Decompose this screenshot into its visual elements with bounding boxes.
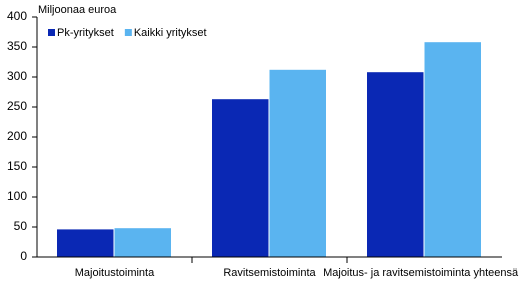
y-tick-label: 100 xyxy=(7,189,27,203)
legend-label: Pk-yritykset xyxy=(57,27,114,39)
legend-label: Kaikki yritykset xyxy=(134,27,207,39)
x-tick-label: Majoitustoiminta xyxy=(75,267,155,279)
y-tick-label: 350 xyxy=(7,39,27,53)
y-tick-label: 250 xyxy=(7,99,27,113)
bar xyxy=(424,42,481,258)
y-tick-label: 400 xyxy=(7,9,27,23)
legend-swatch xyxy=(48,29,55,36)
legend-swatch xyxy=(124,29,132,36)
y-tick-label: 0 xyxy=(20,249,27,263)
x-tick-label: Ravitsemistoiminta xyxy=(223,267,316,279)
x-tick-label: Majoitus- ja ravitsemistoiminta yhteensä xyxy=(323,267,519,279)
bar xyxy=(367,72,424,257)
y-tick-label: 50 xyxy=(14,219,28,233)
bar xyxy=(212,99,269,257)
y-axis-label: Miljoonaa euroa xyxy=(38,4,117,16)
y-tick-label: 200 xyxy=(7,129,27,143)
y-tick-label: 150 xyxy=(7,159,27,173)
bar xyxy=(269,69,326,257)
y-tick-label: 300 xyxy=(7,69,27,83)
bar xyxy=(114,228,171,257)
bar xyxy=(57,229,114,257)
